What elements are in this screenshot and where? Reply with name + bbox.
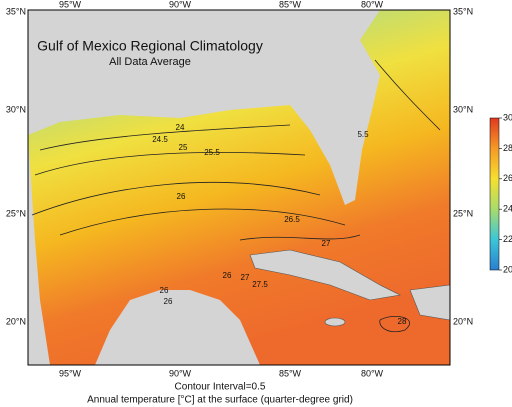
colorbar-tick-label: 20: [503, 264, 512, 274]
colorbar-tick-label: 24: [503, 204, 512, 214]
colorbar: [489, 117, 500, 271]
contour-label: 26.5: [284, 215, 300, 224]
caption: Annual temperature [°C] at the surface (…: [87, 395, 353, 406]
contour-label: 26: [223, 271, 232, 280]
contour-label: 27: [241, 273, 250, 282]
lat-label: 25°N: [453, 208, 473, 218]
contour-label: 27: [322, 239, 331, 248]
lon-label: 90°W: [169, 0, 192, 9]
contour-label: 26: [164, 297, 173, 306]
contour-label: 25: [179, 143, 188, 152]
map-frame: [27, 9, 451, 366]
lon-label: 85°W: [279, 0, 302, 9]
lon-label: 80°W: [361, 0, 384, 9]
contour-label: 24: [176, 123, 185, 132]
lat-label: 20°N: [6, 316, 26, 326]
contour-label: 26: [177, 192, 186, 201]
lat-label: 35°N: [6, 6, 26, 16]
colorbar-tick-label: 30: [503, 112, 512, 122]
colorbar-tick-label: 22: [503, 234, 512, 244]
contour-interval: Contour Interval=0.5: [175, 382, 266, 393]
lon-label: 80°W: [361, 368, 384, 378]
lat-label: 20°N: [453, 316, 473, 326]
cuba: [249, 249, 401, 301]
lat-label: 30°N: [6, 104, 26, 114]
contour-label: 25.5: [204, 148, 220, 157]
lon-label: 95°W: [59, 368, 82, 378]
map-subtitle: All Data Average: [109, 56, 191, 68]
contour-label: 5.5: [357, 130, 369, 139]
map-title: Gulf of Mexico Regional Climatology: [37, 38, 263, 54]
jamaica: [324, 317, 346, 327]
contour-label: 27.5: [252, 280, 268, 289]
colorbar-tick-label: 26: [503, 173, 512, 183]
lon-label: 90°W: [169, 368, 192, 378]
colorbar-tick-label: 28: [503, 143, 512, 153]
lon-label: 85°W: [279, 368, 302, 378]
contour-label: 24.5: [152, 135, 168, 144]
lat-label: 25°N: [6, 208, 26, 218]
lat-label: 35°N: [453, 6, 473, 16]
lon-label: 95°W: [59, 0, 82, 9]
contour-label: 28: [398, 317, 407, 326]
lat-label: 30°N: [453, 104, 473, 114]
contour-label: 26: [160, 286, 169, 295]
contour-lines: [31, 59, 441, 333]
